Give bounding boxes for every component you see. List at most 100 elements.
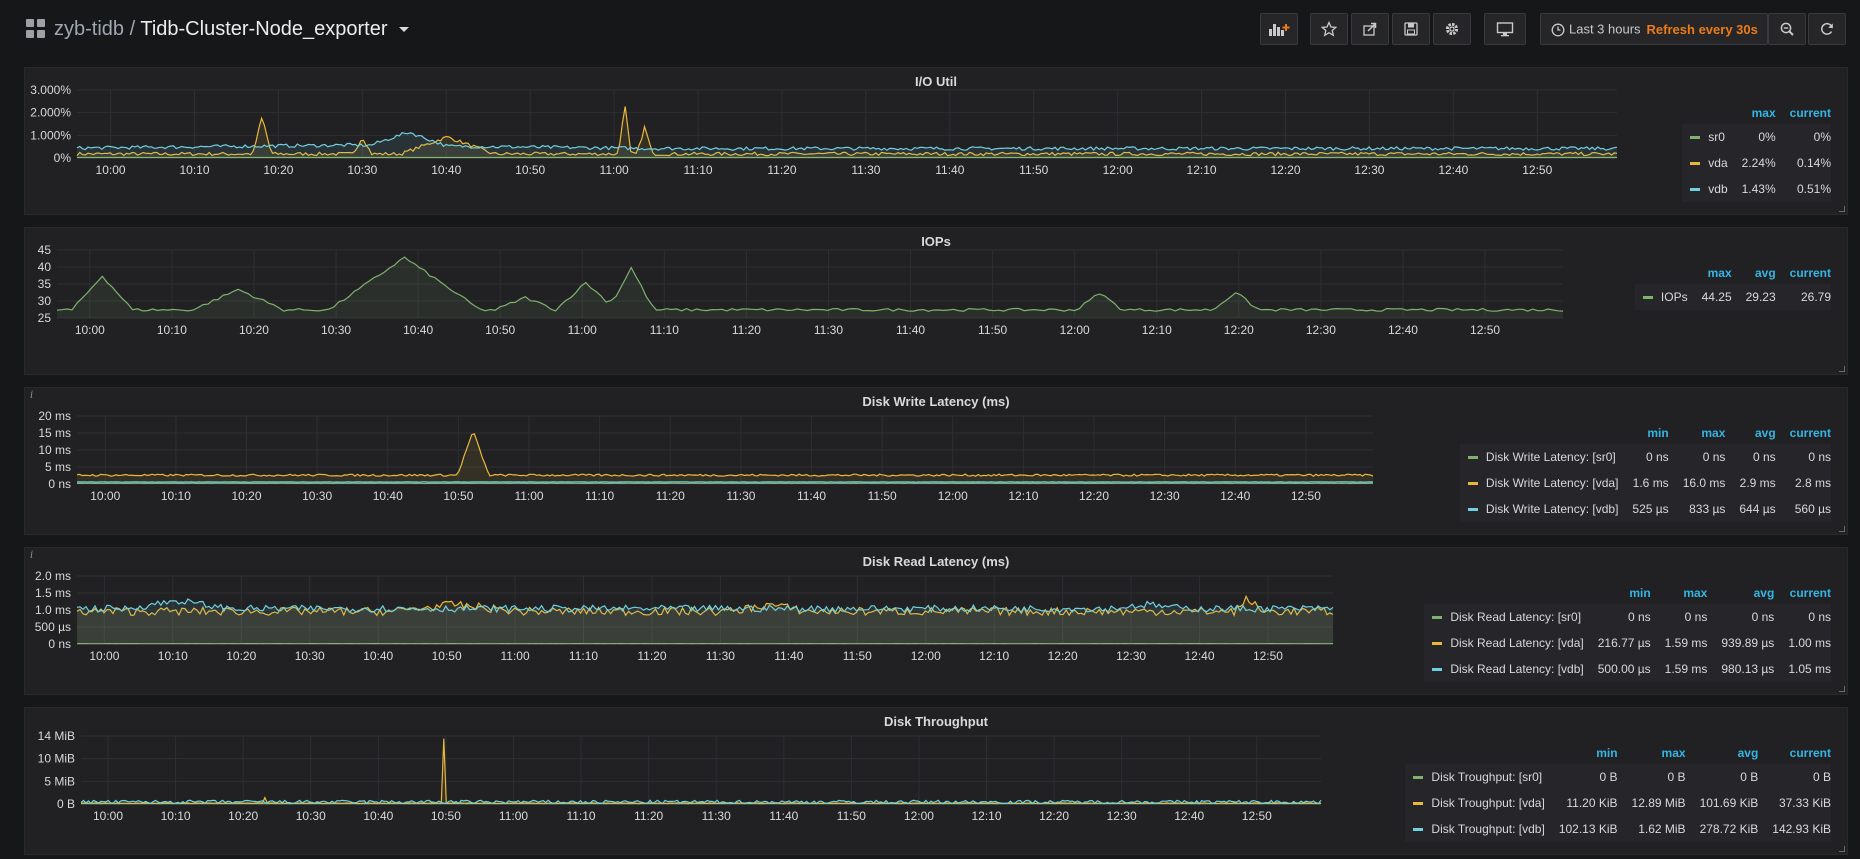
legend-row[interactable]: Disk Write Latency: [vda] 1.6 ms 16.0 ms 2.… <box>1459 470 1831 496</box>
legend-row[interactable]: sr0 0% 0% <box>1682 124 1831 150</box>
legend-series-name[interactable]: Disk Troughput: [vdb] <box>1431 822 1545 836</box>
series-swatch-icon[interactable] <box>1690 188 1701 192</box>
zoom-out-button[interactable] <box>1768 13 1806 45</box>
legend-header-current[interactable]: current <box>1789 586 1831 600</box>
legend-value: 0.14% <box>1775 150 1831 176</box>
legend-header-max[interactable]: max <box>1751 106 1776 120</box>
legend-series-name[interactable]: Disk Write Latency: [sr0] <box>1485 450 1616 464</box>
series-swatch-icon[interactable] <box>1432 642 1443 646</box>
panel-iops: IOPs 45 40 35 30 25 10:00 10:10 10:20 10:30 10:40… <box>24 227 1848 375</box>
folder-link[interactable]: zyb-tidb <box>54 18 125 40</box>
legend-header-current[interactable]: current <box>1789 266 1831 280</box>
series-swatch-icon[interactable] <box>1467 482 1478 486</box>
settings-button[interactable] <box>1433 13 1471 45</box>
series-swatch-icon[interactable] <box>1690 136 1701 140</box>
resize-handle-icon[interactable] <box>1839 526 1845 532</box>
legend-header-max[interactable]: max <box>1661 746 1686 760</box>
refresh-button[interactable] <box>1808 13 1846 45</box>
x-tick-label: 12:30 <box>1306 323 1336 337</box>
x-tick-label: 10:10 <box>157 323 187 337</box>
legend-value: 1.59 ms <box>1650 630 1708 656</box>
legend-series-name[interactable]: sr0 <box>1708 130 1725 144</box>
resize-handle-icon[interactable] <box>1839 846 1845 852</box>
legend-series-name[interactable]: Disk Troughput: [sr0] <box>1431 770 1543 784</box>
legend-row[interactable]: Disk Troughput: [vda] 11.20 KiB 12.89 MiB 1… <box>1405 790 1831 816</box>
disk-write-latency-graph[interactable]: 20 ms 15 ms 10 ms 5 ms 0 ns 10:00 10:10 10:20 10… <box>25 388 1391 536</box>
resize-handle-icon[interactable] <box>1839 206 1845 212</box>
legend-header-current[interactable]: current <box>1789 106 1831 120</box>
legend-series-name[interactable]: Disk Read Latency: [vda] <box>1450 636 1584 650</box>
star-icon <box>1321 21 1337 37</box>
legend-series-name[interactable]: IOPs <box>1660 290 1688 304</box>
legend-header-avg[interactable]: avg <box>1737 746 1759 760</box>
series-swatch-icon[interactable] <box>1642 296 1653 300</box>
legend-row[interactable]: Disk Write Latency: [sr0] 0 ns 0 ns 0 ns 0 n… <box>1459 444 1831 470</box>
panel-info-icon[interactable]: i <box>30 550 34 561</box>
series-swatch-icon[interactable] <box>1413 828 1424 832</box>
legend-header-min[interactable]: min <box>1596 746 1618 760</box>
legend-series-name[interactable]: vda <box>1708 156 1728 170</box>
resize-handle-icon[interactable] <box>1839 366 1845 372</box>
legend-header-max[interactable]: max <box>1701 426 1726 440</box>
io-util-graph[interactable]: 3.000% 2.000% 1.000% 0% 10:00 10:10 10:20 10:30… <box>25 68 1649 216</box>
legend-series-name[interactable]: Disk Write Latency: [vda] <box>1485 476 1619 490</box>
legend-row[interactable]: Disk Write Latency: [vdb] 525 µs 833 µs 644… <box>1459 496 1831 522</box>
x-tick-label: 11:20 <box>656 489 685 503</box>
share-button[interactable] <box>1351 13 1389 45</box>
legend-series-name[interactable]: Disk Write Latency: [vdb] <box>1485 502 1619 516</box>
legend-row[interactable]: IOPs 44.25 29.23 26.79 <box>1634 284 1831 310</box>
legend-value: 0% <box>1727 124 1776 150</box>
legend-value: 1.62 MiB <box>1617 816 1686 842</box>
panel-title[interactable]: Disk Write Latency (ms) <box>862 394 1010 409</box>
resize-handle-icon[interactable] <box>1839 686 1845 692</box>
series-swatch-icon[interactable] <box>1413 776 1424 780</box>
legend-row[interactable]: vdb 1.43% 0.51% <box>1682 176 1831 202</box>
legend-header-max[interactable]: max <box>1683 586 1708 600</box>
add-panel-button[interactable] <box>1260 13 1298 45</box>
legend-header-current[interactable]: current <box>1789 426 1831 440</box>
legend-row[interactable]: vda 2.24% 0.14% <box>1682 150 1831 176</box>
legend-value: 29.23 <box>1731 284 1776 310</box>
panel-title[interactable]: I/O Util <box>915 74 957 89</box>
tv-mode-button[interactable] <box>1484 13 1526 45</box>
legend-header-min[interactable]: min <box>1647 426 1669 440</box>
dashboard-name[interactable]: Tidb-Cluster-Node_exporter <box>140 18 388 40</box>
legend-series-name[interactable]: vdb <box>1708 182 1728 196</box>
legend-header-avg[interactable]: avg <box>1754 266 1776 280</box>
chevron-down-icon[interactable] <box>399 27 410 33</box>
dashboard-title[interactable]: zyb-tidb / Tidb-Cluster-Node_exporter <box>54 16 410 42</box>
legend-header-max[interactable]: max <box>1707 266 1732 280</box>
time-range-picker[interactable]: Last 3 hours Refresh every 30s <box>1540 13 1768 45</box>
legend-series-name[interactable]: Disk Read Latency: [sr0] <box>1450 610 1582 624</box>
legend-row[interactable]: Disk Read Latency: [vdb] 500.00 µs 1.59 ms… <box>1424 656 1831 682</box>
disk-throughput-graph[interactable]: 14 MiB 10 MiB 5 MiB 0 B 10:00 10:10 10:20 10:30… <box>25 708 1339 856</box>
legend-header-current[interactable]: current <box>1789 746 1831 760</box>
dashboards-grid-icon[interactable] <box>26 19 46 39</box>
series-swatch-icon[interactable] <box>1690 162 1701 166</box>
series-swatch-icon[interactable] <box>1467 456 1478 460</box>
panel-title[interactable]: Disk Throughput <box>884 714 988 729</box>
legend-series-name[interactable]: Disk Read Latency: [vdb] <box>1450 662 1584 676</box>
legend-row[interactable]: Disk Read Latency: [vda] 216.77 µs 1.59 ms… <box>1424 630 1831 656</box>
legend-header-avg[interactable]: avg <box>1753 586 1775 600</box>
panel-info-icon[interactable]: i <box>30 390 34 401</box>
legend-header-avg[interactable]: avg <box>1754 426 1776 440</box>
legend-series-name[interactable]: Disk Troughput: [vda] <box>1431 796 1545 810</box>
series-swatch-icon[interactable] <box>1432 616 1443 620</box>
save-button[interactable] <box>1392 13 1430 45</box>
series-line <box>56 256 1564 312</box>
series-swatch-icon[interactable] <box>1413 802 1424 806</box>
legend-value: 525 µs <box>1618 496 1669 522</box>
legend-row[interactable]: Disk Troughput: [vdb] 102.13 KiB 1.62 MiB 2… <box>1405 816 1831 842</box>
legend-header-min[interactable]: min <box>1629 586 1651 600</box>
panel-title[interactable]: IOPs <box>921 234 951 249</box>
series-swatch-icon[interactable] <box>1467 508 1478 512</box>
star-button[interactable] <box>1310 13 1348 45</box>
legend-row[interactable]: Disk Read Latency: [sr0] 0 ns 0 ns 0 ns 0 ns <box>1424 604 1831 630</box>
disk-throughput-legend: min max avg current Disk Troughput: [sr0] 0 B… <box>1405 742 1831 842</box>
panel-title[interactable]: Disk Read Latency (ms) <box>862 554 1010 569</box>
series-swatch-icon[interactable] <box>1432 668 1443 672</box>
disk-read-latency-graph[interactable]: 2.0 ms 1.5 ms 1.0 ms 500 µs 0 ns 10:00 10:10 10… <box>25 548 1351 696</box>
iops-graph[interactable]: 45 40 35 30 25 10:00 10:10 10:20 10:30 10:40 10:50… <box>25 228 1595 376</box>
